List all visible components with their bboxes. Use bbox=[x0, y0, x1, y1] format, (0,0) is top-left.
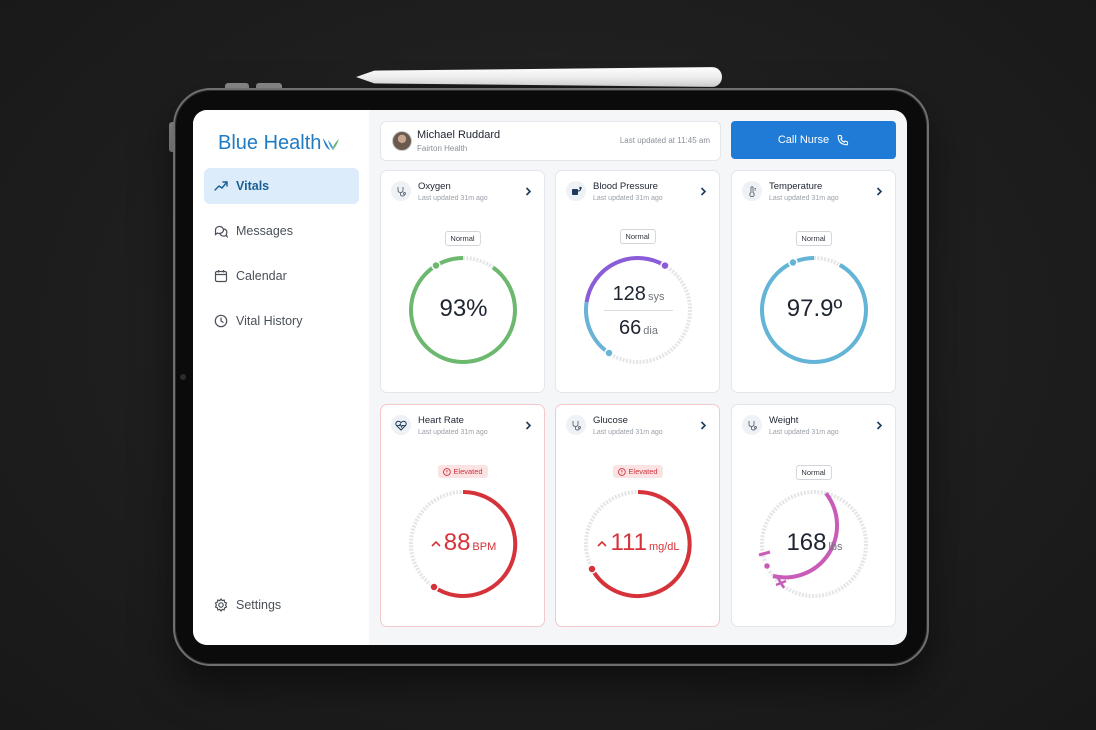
vital-updated: Last updated 31m ago bbox=[418, 195, 488, 202]
calendar-icon bbox=[214, 270, 228, 283]
sidebar-item-label: Vital History bbox=[236, 314, 303, 328]
vital-title: Glucose bbox=[593, 415, 628, 426]
last-updated-text: Last updated at 11:45 am bbox=[619, 136, 710, 145]
oxygen-gauge bbox=[409, 256, 517, 364]
thermometer-icon bbox=[742, 181, 762, 201]
heart-rate-gauge bbox=[409, 489, 518, 598]
vital-card-oxygen[interactable]: Oxygen Last updated 31m ago Normal 93% bbox=[380, 170, 545, 393]
weight-gauge bbox=[758, 490, 868, 598]
heart-rate-unit: BPM bbox=[472, 541, 497, 553]
arrow-up-icon bbox=[431, 541, 441, 547]
stethoscope-icon bbox=[566, 415, 586, 435]
vital-card-blood-pressure[interactable]: Blood Pressure Last updated 31m ago Norm… bbox=[555, 170, 720, 393]
chevron-right-icon[interactable] bbox=[700, 187, 707, 196]
chat-bubbles-icon bbox=[214, 225, 228, 238]
status-badge: Elevated bbox=[437, 465, 488, 478]
vital-updated: Last updated 31m ago bbox=[769, 195, 839, 202]
patient-name: Michael Ruddard bbox=[417, 129, 501, 141]
tablet-side-button bbox=[169, 122, 174, 152]
diastolic-unit: dia bbox=[643, 325, 658, 337]
status-badge: Elevated bbox=[612, 465, 663, 478]
vital-card-weight[interactable]: Weight Last updated 31m ago Normal 168 lb… bbox=[731, 404, 896, 627]
phone-icon bbox=[837, 134, 849, 146]
leaf-logo-icon bbox=[323, 137, 340, 150]
brand-name: Blue Health bbox=[218, 132, 322, 154]
call-nurse-label: Call Nurse bbox=[777, 134, 830, 146]
sidebar-item-label: Vitals bbox=[236, 179, 270, 193]
bp-divider bbox=[604, 310, 673, 311]
sidebar-item-vital-history[interactable]: Vital History bbox=[204, 303, 359, 339]
avatar[interactable] bbox=[392, 131, 412, 151]
chevron-right-icon[interactable] bbox=[876, 187, 883, 196]
systolic-unit: sys bbox=[647, 291, 665, 303]
vital-updated: Last updated 31m ago bbox=[418, 429, 488, 436]
glucose-number: 111 bbox=[610, 529, 647, 556]
blood-pressure-cuff-icon bbox=[566, 181, 586, 201]
call-nurse-button[interactable]: Call Nurse bbox=[731, 121, 896, 159]
trend-up-icon bbox=[214, 181, 228, 191]
gear-icon bbox=[214, 598, 228, 612]
diastolic-value: 66 dia bbox=[556, 317, 721, 340]
sidebar-item-label: Messages bbox=[236, 224, 293, 238]
systolic-value: 128 sys bbox=[556, 283, 721, 306]
oxygen-value: 93% bbox=[439, 295, 488, 322]
sidebar-item-label: Settings bbox=[236, 598, 282, 612]
heart-pulse-icon bbox=[391, 415, 411, 435]
vital-title: Temperature bbox=[769, 181, 823, 192]
brand-logo[interactable]: Blue Health bbox=[218, 132, 341, 155]
tablet-top-button bbox=[225, 83, 249, 89]
vital-card-heart-rate[interactable]: Heart Rate Last updated 31m ago Elevated… bbox=[380, 404, 545, 627]
sidebar-item-calendar[interactable]: Calendar bbox=[204, 258, 359, 294]
temperature-value: 97.9º bbox=[786, 295, 843, 322]
diastolic-number: 66 bbox=[619, 317, 642, 339]
arrow-up-icon bbox=[597, 541, 608, 547]
weight-number: 168 bbox=[786, 529, 827, 556]
chevron-right-icon[interactable] bbox=[525, 421, 532, 430]
stethoscope-icon bbox=[742, 415, 762, 435]
tablet-top-button bbox=[256, 83, 282, 89]
patient-header: Michael Ruddard Fairton Health Last upda… bbox=[380, 121, 721, 161]
temperature-gauge bbox=[760, 256, 868, 364]
glucose-gauge bbox=[584, 490, 692, 598]
heart-rate-value: 88 BPM bbox=[381, 529, 546, 557]
chevron-right-icon[interactable] bbox=[525, 187, 532, 196]
sidebar-item-settings[interactable]: Settings bbox=[204, 587, 359, 623]
alert-circle-icon bbox=[617, 467, 626, 476]
status-badge: Normal bbox=[444, 231, 481, 246]
weight-unit: lbs bbox=[828, 541, 843, 553]
status-text: Elevated bbox=[453, 467, 483, 476]
vital-card-temperature[interactable]: Temperature Last updated 31m ago Normal … bbox=[731, 170, 896, 393]
chevron-right-icon[interactable] bbox=[876, 421, 883, 430]
heart-rate-number: 88 bbox=[443, 529, 471, 556]
glucose-value: 111 mg/dL bbox=[556, 529, 721, 557]
blood-pressure-gauge bbox=[584, 256, 692, 364]
glucose-unit: mg/dL bbox=[648, 541, 680, 553]
clock-icon bbox=[214, 314, 228, 328]
vital-card-glucose[interactable]: Glucose Last updated 31m ago Elevated 11… bbox=[555, 404, 720, 627]
sidebar-item-vitals[interactable]: Vitals bbox=[204, 168, 359, 204]
weight-value: 168 lbs bbox=[732, 529, 897, 557]
app-screen: Blue Health Vitals Messages Calendar bbox=[193, 110, 907, 645]
status-badge: Normal bbox=[795, 231, 832, 246]
status-badge: Normal bbox=[619, 229, 656, 244]
vital-updated: Last updated 31m ago bbox=[593, 429, 663, 436]
vital-updated: Last updated 31m ago bbox=[593, 195, 663, 202]
patient-organization: Fairton Health bbox=[417, 144, 468, 153]
tablet-camera bbox=[180, 374, 186, 380]
sidebar-item-label: Calendar bbox=[236, 269, 287, 283]
status-badge: Normal bbox=[795, 465, 832, 480]
vital-title: Oxygen bbox=[418, 181, 451, 192]
sidebar-item-messages[interactable]: Messages bbox=[204, 213, 359, 249]
status-text: Elevated bbox=[628, 467, 658, 476]
vital-title: Heart Rate bbox=[418, 415, 464, 426]
vital-title: Blood Pressure bbox=[593, 181, 658, 192]
vital-title: Weight bbox=[769, 415, 799, 426]
alert-circle-icon bbox=[442, 467, 451, 476]
stethoscope-icon bbox=[391, 181, 411, 201]
sidebar: Blue Health Vitals Messages Calendar bbox=[193, 110, 369, 645]
stylus-pencil bbox=[356, 67, 722, 87]
chevron-right-icon[interactable] bbox=[700, 421, 707, 430]
vital-updated: Last updated 31m ago bbox=[769, 429, 839, 436]
systolic-number: 128 bbox=[612, 283, 646, 305]
